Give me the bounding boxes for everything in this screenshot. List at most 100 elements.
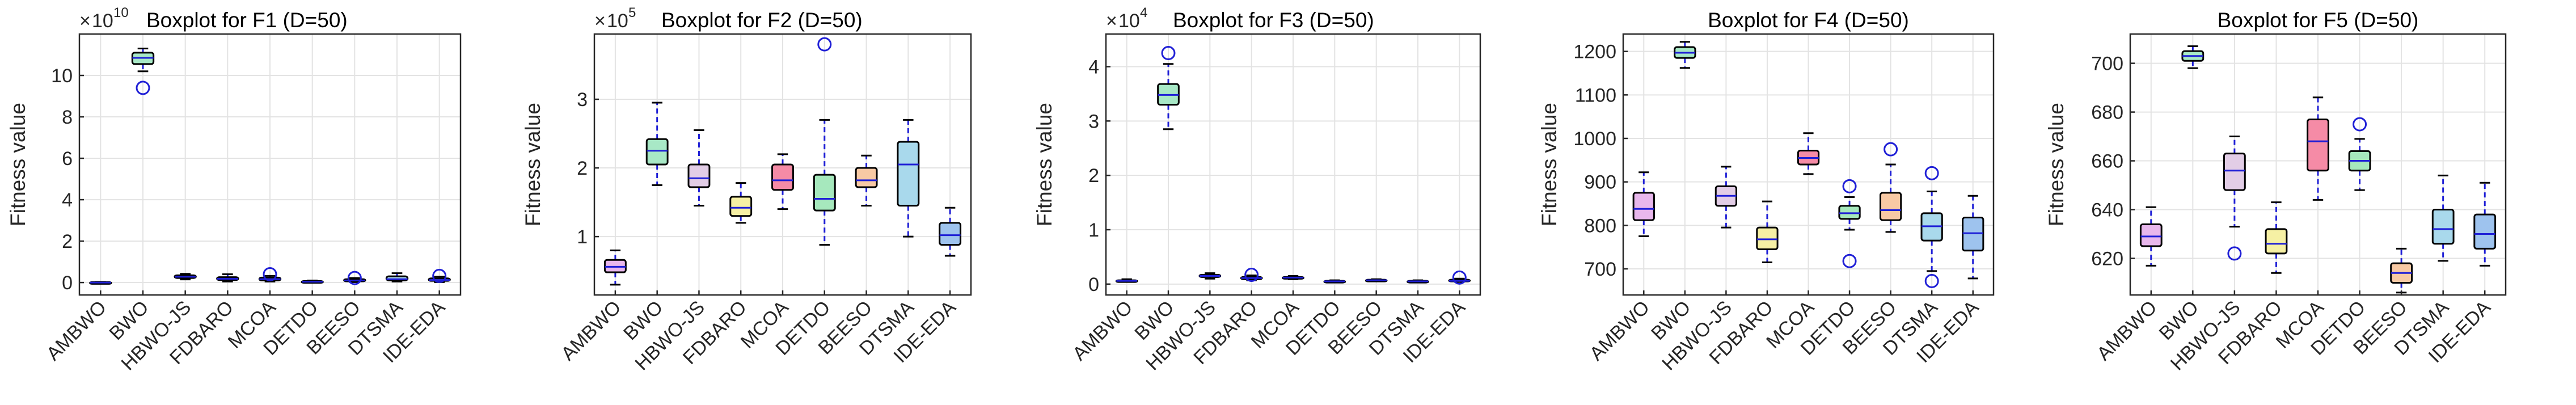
box-body bbox=[645, 138, 669, 166]
outlier-point bbox=[432, 268, 447, 283]
box-fdbaro bbox=[2265, 201, 2288, 274]
box-mcoa bbox=[771, 153, 794, 210]
x-tick-label: AMBWO bbox=[557, 297, 625, 365]
outlier-point bbox=[2227, 246, 2242, 261]
y-tick-label: 2 bbox=[577, 158, 588, 179]
box-bwo bbox=[1157, 46, 1180, 130]
y-tick-label: 0 bbox=[62, 272, 73, 294]
box-beeso bbox=[855, 154, 878, 207]
box-fdbaro bbox=[729, 182, 753, 224]
box-fdbaro bbox=[1756, 200, 1779, 263]
box-mcoa bbox=[2307, 96, 2329, 201]
box-body bbox=[939, 222, 962, 246]
box-body bbox=[2265, 228, 2288, 255]
box-beeso bbox=[1365, 278, 1388, 282]
outlier-point bbox=[1244, 268, 1259, 282]
y-tick-label: 700 bbox=[1584, 259, 1616, 280]
box-detdo bbox=[813, 37, 836, 246]
axis-multiplier-exponent: 5 bbox=[628, 5, 636, 20]
box-detdo bbox=[301, 279, 324, 284]
y-axis-label: Fitness value bbox=[1538, 103, 1561, 226]
outlier-point bbox=[263, 267, 277, 281]
chart-panel-f5: 620640660680700AMBWOBWOHBWO-JSFDBAROMCOA… bbox=[2045, 9, 2507, 375]
box-detdo bbox=[2348, 117, 2371, 191]
y-tick-label: 4 bbox=[62, 189, 73, 211]
box-beeso bbox=[343, 271, 366, 285]
axis-multiplier-times: × bbox=[594, 10, 606, 32]
y-tick-label: 6 bbox=[62, 148, 73, 170]
y-tick-label: 1200 bbox=[1573, 41, 1616, 63]
outlier-point bbox=[1452, 270, 1467, 285]
box-body bbox=[2223, 153, 2246, 191]
x-tick-label: AMBWO bbox=[43, 297, 111, 365]
outlier-point bbox=[1884, 142, 1898, 157]
y-tick-label: 2 bbox=[1088, 165, 1099, 187]
x-tick-label: AMBWO bbox=[1069, 297, 1137, 365]
axis-multiplier: × 10 10 bbox=[79, 5, 129, 32]
outlier-point bbox=[817, 37, 832, 52]
box-body bbox=[687, 163, 711, 188]
outlier-point bbox=[1161, 46, 1176, 61]
box-body bbox=[729, 196, 753, 217]
box-bwo bbox=[1674, 41, 1696, 69]
chart-panel-f3: 01234AMBWOBWOHBWO-JSFDBAROMCOADETDOBEESO… bbox=[1033, 5, 1481, 375]
box-body bbox=[2431, 209, 2455, 245]
box-ide-eda bbox=[1962, 195, 1984, 280]
box-dtsma bbox=[897, 119, 920, 238]
y-tick-label: 900 bbox=[1584, 172, 1616, 193]
box-dtsma bbox=[385, 272, 409, 282]
outlier-point bbox=[1842, 179, 1857, 193]
box-ambwo bbox=[1632, 171, 1655, 237]
box-ambwo bbox=[2139, 206, 2163, 267]
box-body bbox=[1756, 226, 1779, 250]
y-tick-label: 8 bbox=[62, 107, 73, 128]
box-hbwo-js bbox=[1198, 272, 1222, 280]
axis-multiplier-exponent: 4 bbox=[1140, 5, 1147, 20]
y-tick-label: 3 bbox=[1088, 111, 1099, 132]
y-axis-label: Fitness value bbox=[2045, 103, 2068, 226]
axis-multiplier: × 10 4 bbox=[1106, 5, 1147, 32]
box-dtsma bbox=[2431, 174, 2455, 262]
axis-multiplier-base: 10 bbox=[92, 10, 113, 32]
chart-title: Boxplot for F3 (D=50) bbox=[1173, 9, 1374, 32]
y-tick-label: 0 bbox=[1088, 274, 1099, 296]
box-body bbox=[1879, 192, 1902, 221]
y-tick-label: 1000 bbox=[1573, 128, 1616, 150]
y-tick-label: 1100 bbox=[1575, 85, 1616, 106]
box-body bbox=[771, 163, 794, 191]
box-dtsma bbox=[1920, 166, 1943, 288]
box-ide-eda bbox=[1448, 270, 1471, 285]
box-body bbox=[2307, 118, 2329, 172]
y-tick-label: 800 bbox=[1584, 215, 1616, 237]
box-body bbox=[1838, 205, 1861, 220]
box-body bbox=[1962, 217, 1984, 252]
box-hbwo-js bbox=[687, 129, 711, 207]
axis-multiplier-base: 10 bbox=[1118, 10, 1140, 32]
y-tick-label: 10 bbox=[51, 65, 73, 87]
chart-panel-f4: 700800900100011001200AMBWOBWOHBWO-JSFDBA… bbox=[1538, 9, 1995, 375]
box-ide-eda bbox=[428, 268, 451, 283]
outlier-point bbox=[1842, 254, 1857, 268]
chart-panel-f1: 0246810AMBWOBWOHBWO-JSFDBAROMCOADETDOBEE… bbox=[6, 5, 462, 375]
box-ide-eda bbox=[939, 206, 962, 257]
box-bwo bbox=[645, 102, 669, 186]
box-ambwo bbox=[603, 249, 627, 286]
y-axis-label: Fitness value bbox=[6, 103, 29, 226]
axis-multiplier: × 10 5 bbox=[594, 5, 636, 32]
box-body bbox=[2139, 223, 2163, 247]
y-tick-label: 640 bbox=[2091, 200, 2123, 221]
axis-multiplier-times: × bbox=[79, 10, 91, 32]
box-body bbox=[2473, 213, 2497, 250]
box-body bbox=[897, 141, 920, 207]
y-tick-label: 3 bbox=[577, 89, 588, 111]
chart-title: Boxplot for F2 (D=50) bbox=[661, 9, 863, 32]
x-tick-label: AMBWO bbox=[2093, 297, 2161, 365]
outlier-point bbox=[136, 81, 150, 95]
box-body bbox=[1632, 192, 1655, 221]
outlier-point bbox=[347, 271, 362, 285]
box-beeso bbox=[1879, 142, 1902, 233]
chart-panel-f2: 123AMBWOBWOHBWO-JSFDBAROMCOADETDOBEESODT… bbox=[521, 5, 972, 375]
box-mcoa bbox=[1282, 275, 1304, 280]
box-hbwo-js bbox=[174, 273, 197, 281]
